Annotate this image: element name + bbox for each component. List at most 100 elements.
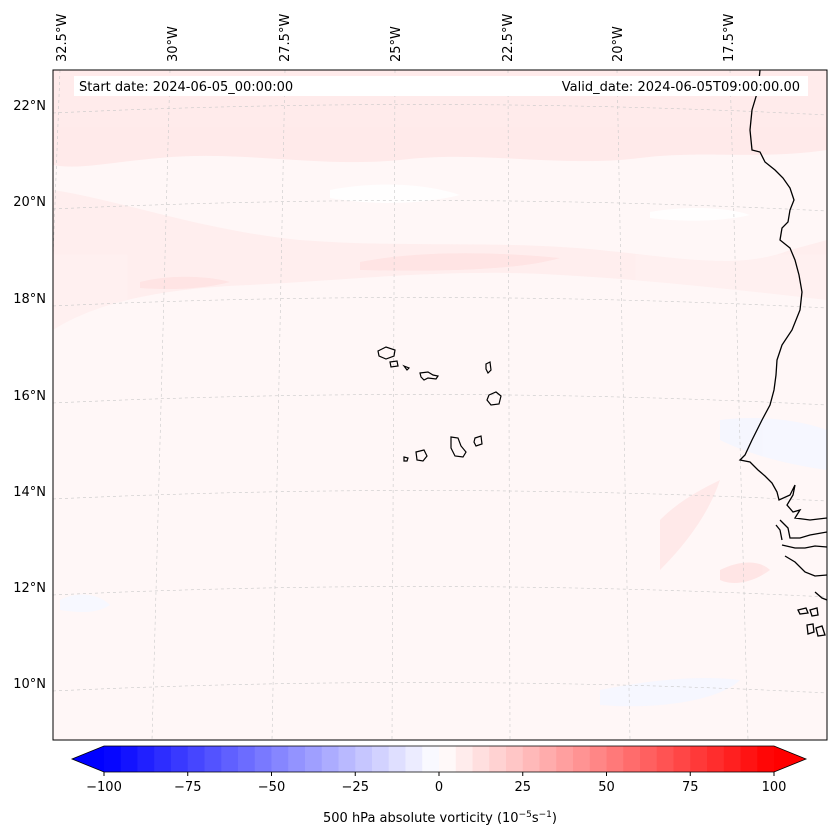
map-frame [52,69,828,741]
graticule [53,70,827,740]
latitude-label: 14°N [13,485,46,500]
vorticity-patch-blue-1 [600,678,740,707]
longitude-label: 17.5°W [722,14,737,62]
meridian-line [151,70,171,740]
colorbar-tick-label: −75 [174,780,201,795]
africa-coastline [738,70,827,637]
map-panel [53,70,827,740]
island-sao-vicente [389,360,399,368]
vorticity-patch-white-1 [330,184,460,203]
meridian-line [391,70,396,740]
colorbar-segment [388,746,407,772]
vorticity-patch-blue-3 [60,594,110,613]
vorticity-patch-mid-strong [360,253,560,271]
colorbar-segment [154,746,172,772]
longitude-labels: 32.5°W 30°W 27.5°W 25°W 22.5°W 20°W 17.5°W [55,14,737,62]
cape-verde-islands [377,346,502,462]
colorbar-ticks: −100 −75 −50 −25 0 25 50 75 100 [86,772,786,795]
colorbar-segment [606,746,624,772]
valid-date-label: Valid_date: 2024-06-05T09:00:00.00 [562,80,800,95]
colorbar-segment [455,746,474,772]
colorbar-segment [690,746,708,772]
colorbar-segment [506,746,524,772]
parallel-line [53,586,827,598]
island-fogo [415,449,428,462]
colorbar-high-extend [774,746,806,772]
parallel-line [53,682,827,694]
colorbar-segment [539,746,557,772]
colorbar [70,745,808,773]
colorbar-segment [104,746,122,772]
colorbar-segment [623,746,641,772]
vorticity-patch-west [140,276,230,290]
longitude-label: 25°W [389,26,404,62]
parallel-line [53,297,827,309]
vorticity-patch-east-1 [660,480,720,570]
island-maio [473,435,483,447]
island-santiago [450,436,467,458]
island-santa-luzia [402,364,411,371]
coast-bissagos-3 [806,623,815,635]
colorbar-segment [723,746,742,772]
colorbar-segment [472,746,490,772]
colorbar-segment [238,746,256,772]
longitude-label: 27.5°W [278,14,293,62]
colorbar-segment [422,746,440,772]
island-brava [403,456,409,462]
coast-dakar [775,524,783,541]
meridian-line [507,70,511,740]
colorbar-segment [271,746,289,772]
meridian-line [616,70,631,740]
vorticity-field-background [53,70,827,740]
colorbar-segment [740,746,758,772]
meridian-line [729,70,749,740]
colorbar-segment [305,746,323,772]
colorbar-label: 500 hPa absolute vorticity (10−5s−1) [323,810,557,826]
latitude-label: 20°N [13,195,46,210]
colorbar-segment [522,746,541,772]
coast-mauritania-senegal [738,70,827,521]
start-date-label: Start date: 2024-06-05_00:00:00 [79,80,293,95]
longitude-label: 20°W [611,26,626,62]
parallel-line [53,490,827,502]
latitude-label: 10°N [13,677,46,692]
colorbar-segment [439,746,457,772]
colorbar-segment [204,746,222,772]
coast-gambia-north [779,519,827,539]
colorbar-tick-label: −50 [258,780,285,795]
colorbar-tick-label: −100 [86,780,122,795]
coast-bissagos-4 [815,625,826,637]
colorbar-segment [757,746,775,772]
colorbar-tick-label: 100 [762,780,787,795]
parallel-line [53,200,827,212]
colorbar-segment [338,746,356,772]
latitude-label: 16°N [13,389,46,404]
coast-guinea-bissau [784,555,827,577]
colorbar-segment [673,746,691,772]
island-boa-vista [486,391,502,406]
colorbar-segment [656,746,675,772]
vorticity-patch-blue-2 [720,418,827,470]
latitude-labels: 22°N 20°N 18°N 16°N 14°N 12°N 10°N [13,99,46,692]
colorbar-segment [120,746,139,772]
longitude-label: 22.5°W [501,14,516,62]
colorbar-segment [254,746,273,772]
coast-bissagos-2 [809,607,819,617]
coast-gambia-south [781,544,827,549]
parallel-line [53,104,827,116]
colorbar-tick-label: 0 [435,780,443,795]
longitude-label: 30°W [166,26,181,62]
longitude-label: 32.5°W [55,14,70,62]
colorbar-segment [489,746,507,772]
vorticity-patch-east-2 [720,562,770,583]
vorticity-patch-white-2 [650,208,750,221]
island-sal [485,361,492,375]
header-bar [74,76,808,96]
colorbar-segment [556,746,574,772]
colorbar-segment [355,746,373,772]
colorbar-segment [405,746,423,772]
coast-bissagos-1 [797,607,809,615]
colorbar-segment [372,746,390,772]
colorbar-segment [137,746,155,772]
latitude-label: 22°N [13,99,46,114]
